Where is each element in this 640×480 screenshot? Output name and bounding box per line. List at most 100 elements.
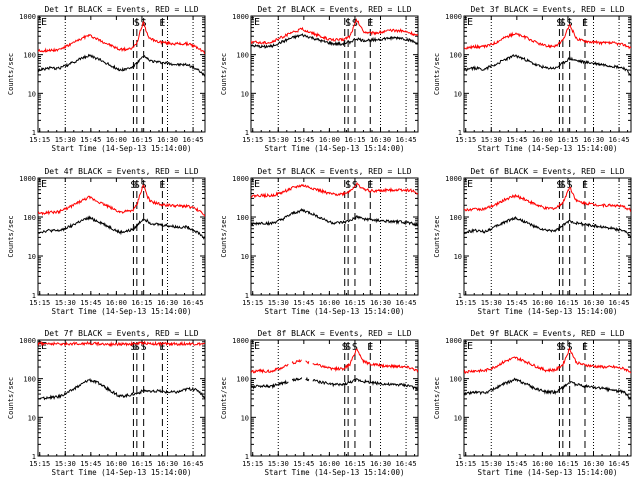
x-tick-label: 16:30 <box>583 460 604 468</box>
interval-marker-label: S <box>567 18 573 29</box>
x-tick-label: 16:45 <box>396 460 417 468</box>
x-tick-label: 15:45 <box>506 136 527 144</box>
x-tick-label: 16:00 <box>319 136 340 144</box>
panel-title: Det 3f BLACK = Events, RED = LLD <box>470 5 624 14</box>
x-tick-label: 16:45 <box>609 460 630 468</box>
x-axis-title: Start Time (14-Sep-13 15:14:00) <box>265 307 405 316</box>
events-series-line <box>464 216 631 239</box>
x-tick-label: 16:00 <box>532 460 553 468</box>
x-tick-label: 15:15 <box>29 299 50 307</box>
panel-title: Det 6f BLACK = Events, RED = LLD <box>470 167 624 176</box>
plot-frame <box>463 339 632 457</box>
x-tick-label: 15:45 <box>293 136 314 144</box>
y-axis-title: Counts/sec <box>220 215 228 257</box>
y-tick-label: 10 <box>28 90 36 98</box>
plot-frame <box>250 339 419 457</box>
x-axis-title: Start Time (14-Sep-13 15:14:00) <box>265 144 405 153</box>
interval-marker-label: S <box>567 180 573 191</box>
x-tick-label: 16:30 <box>370 460 391 468</box>
y-tick-label: 10 <box>454 90 462 98</box>
x-axis-title: Start Time (14-Sep-13 15:14:00) <box>52 468 192 477</box>
interval-marker-label: E <box>582 18 588 29</box>
x-tick-label: 15:30 <box>481 460 502 468</box>
detector-panel-8: Det 8f BLACK = Events, RED = LLD 15:15 15:… <box>220 329 419 477</box>
y-tick-label: 1000 <box>19 13 36 21</box>
y-tick-label: 1000 <box>445 13 462 21</box>
y-tick-label: 1000 <box>232 175 249 183</box>
interval-marker-label: S <box>141 342 147 353</box>
detector-panel-3: Det 3f BLACK = Events, RED = LLD 15:15 15:… <box>433 5 632 153</box>
x-tick-label: 16:00 <box>106 136 127 144</box>
x-tick-label: 16:30 <box>157 136 178 144</box>
corner-marker-label: E <box>467 341 473 352</box>
interval-marker-label: E <box>367 180 373 191</box>
x-axis-title: Start Time (14-Sep-13 15:14:00) <box>265 468 405 477</box>
lld-series-line <box>38 20 205 55</box>
x-tick-label: 15:15 <box>29 136 50 144</box>
y-axis-title: Counts/sec <box>433 53 441 95</box>
x-tick-label: 16:15 <box>344 299 365 307</box>
x-tick-label: 16:30 <box>370 299 391 307</box>
x-tick-label: 15:45 <box>506 299 527 307</box>
y-tick-label: 1 <box>245 292 249 300</box>
x-tick-label: 16:00 <box>319 460 340 468</box>
x-tick-label: 16:45 <box>396 136 417 144</box>
corner-marker-label: E <box>467 17 473 28</box>
detector-panel-4: Det 4f BLACK = Events, RED = LLD 15:15 15:… <box>7 167 206 316</box>
x-tick-label: 15:45 <box>293 299 314 307</box>
x-tick-label: 16:45 <box>183 136 204 144</box>
x-tick-label: 16:00 <box>532 299 553 307</box>
y-tick-label: 1 <box>245 129 249 137</box>
x-tick-label: 15:45 <box>80 460 101 468</box>
y-tick-label: 1000 <box>232 13 249 21</box>
y-tick-label: 1000 <box>445 175 462 183</box>
y-tick-label: 1000 <box>19 337 36 345</box>
events-series-line <box>464 377 631 401</box>
lld-series-line <box>38 340 205 347</box>
x-tick-label: 15:30 <box>55 299 76 307</box>
plot-frame <box>37 15 206 133</box>
x-tick-label: 16:00 <box>532 136 553 144</box>
x-tick-label: 16:15 <box>131 299 152 307</box>
y-tick-label: 100 <box>449 52 462 60</box>
lld-series-line <box>38 184 205 217</box>
interval-marker-label: S <box>567 342 573 353</box>
y-tick-label: 100 <box>449 214 462 222</box>
panel-title: Det 1f BLACK = Events, RED = LLD <box>44 5 198 14</box>
x-tick-label: 16:15 <box>344 136 365 144</box>
y-tick-label: 100 <box>236 214 249 222</box>
interval-marker-label: S <box>130 180 136 191</box>
interval-marker-label: S <box>134 180 140 191</box>
x-axis-title: Start Time (14-Sep-13 15:14:00) <box>478 468 618 477</box>
interval-marker-label: S <box>345 180 351 191</box>
interval-marker-label: S <box>556 180 562 191</box>
y-tick-label: 1 <box>32 453 36 461</box>
y-tick-label: 1 <box>458 453 462 461</box>
lld-series-line <box>464 23 631 50</box>
y-axis-title: Counts/sec <box>7 215 15 257</box>
x-axis-title: Start Time (14-Sep-13 15:14:00) <box>478 307 618 316</box>
x-tick-label: 15:15 <box>455 136 476 144</box>
detector-panel-7: Det 7f BLACK = Events, RED = LLD 15:15 15:… <box>7 329 206 477</box>
y-axis-title: Counts/sec <box>7 53 15 95</box>
x-tick-label: 16:15 <box>557 299 578 307</box>
events-series-line <box>38 53 205 78</box>
y-tick-label: 10 <box>241 253 249 261</box>
y-tick-label: 10 <box>28 253 36 261</box>
y-tick-label: 10 <box>241 414 249 422</box>
plot-frame <box>463 177 632 296</box>
events-series-line <box>38 378 205 401</box>
x-axis-title: Start Time (14-Sep-13 15:14:00) <box>52 307 192 316</box>
interval-marker-label: E <box>159 180 165 191</box>
detector-panel-9: Det 9f BLACK = Events, RED = LLD 15:15 15:… <box>433 329 632 477</box>
x-tick-label: 16:15 <box>131 460 152 468</box>
y-tick-label: 100 <box>236 52 249 60</box>
events-series-line <box>38 215 205 240</box>
interval-marker-label: S <box>134 342 140 353</box>
interval-marker-label: S <box>556 342 562 353</box>
events-series-line <box>251 208 418 227</box>
y-tick-label: 10 <box>28 414 36 422</box>
x-axis-title: Start Time (14-Sep-13 15:14:00) <box>52 144 192 153</box>
interval-marker-label: E <box>582 342 588 353</box>
y-axis-title: Counts/sec <box>433 377 441 419</box>
